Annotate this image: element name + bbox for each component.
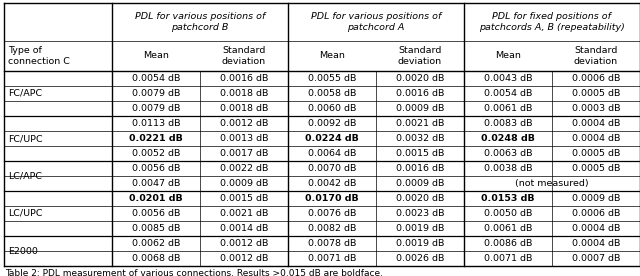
Text: 0.0009 dB: 0.0009 dB: [396, 104, 444, 113]
Text: 0.0078 dB: 0.0078 dB: [308, 239, 356, 248]
Text: 0.0004 dB: 0.0004 dB: [572, 239, 620, 248]
Text: 0.0224 dB: 0.0224 dB: [305, 134, 359, 143]
Text: 0.0071 dB: 0.0071 dB: [484, 254, 532, 263]
Text: 0.0043 dB: 0.0043 dB: [484, 74, 532, 83]
Text: 0.0076 dB: 0.0076 dB: [308, 209, 356, 218]
Text: 0.0086 dB: 0.0086 dB: [484, 239, 532, 248]
Text: 0.0068 dB: 0.0068 dB: [132, 254, 180, 263]
Text: 0.0092 dB: 0.0092 dB: [308, 119, 356, 128]
Text: FC/UPC: FC/UPC: [8, 134, 43, 143]
Text: 0.0015 dB: 0.0015 dB: [396, 149, 444, 158]
Text: 0.0050 dB: 0.0050 dB: [484, 209, 532, 218]
Text: 0.0019 dB: 0.0019 dB: [396, 239, 444, 248]
Text: 0.0012 dB: 0.0012 dB: [220, 239, 268, 248]
Text: 0.0248 dB: 0.0248 dB: [481, 134, 535, 143]
Text: 0.0071 dB: 0.0071 dB: [308, 254, 356, 263]
Text: 0.0060 dB: 0.0060 dB: [308, 104, 356, 113]
Text: 0.0153 dB: 0.0153 dB: [481, 194, 535, 203]
Text: 0.0055 dB: 0.0055 dB: [308, 74, 356, 83]
Text: Mean: Mean: [319, 52, 345, 60]
Text: 0.0006 dB: 0.0006 dB: [572, 74, 620, 83]
Text: 0.0082 dB: 0.0082 dB: [308, 224, 356, 233]
Text: 0.0016 dB: 0.0016 dB: [396, 164, 444, 173]
Text: 0.0014 dB: 0.0014 dB: [220, 224, 268, 233]
Text: 0.0062 dB: 0.0062 dB: [132, 239, 180, 248]
Text: 0.0038 dB: 0.0038 dB: [484, 164, 532, 173]
Text: 0.0009 dB: 0.0009 dB: [220, 179, 268, 188]
Text: 0.0006 dB: 0.0006 dB: [572, 209, 620, 218]
Text: 0.0020 dB: 0.0020 dB: [396, 74, 444, 83]
Text: 0.0004 dB: 0.0004 dB: [572, 134, 620, 143]
Text: 0.0005 dB: 0.0005 dB: [572, 149, 620, 158]
Text: 0.0019 dB: 0.0019 dB: [396, 224, 444, 233]
Text: 0.0007 dB: 0.0007 dB: [572, 254, 620, 263]
Text: 0.0003 dB: 0.0003 dB: [572, 104, 620, 113]
Text: 0.0009 dB: 0.0009 dB: [572, 194, 620, 203]
Text: 0.0023 dB: 0.0023 dB: [396, 209, 444, 218]
Text: 0.0052 dB: 0.0052 dB: [132, 149, 180, 158]
Text: LC/UPC: LC/UPC: [8, 209, 42, 218]
Text: 0.0012 dB: 0.0012 dB: [220, 254, 268, 263]
Text: Table 2: PDL measurement of various connections. Results >0.015 dB are boldface.: Table 2: PDL measurement of various conn…: [5, 269, 383, 276]
Text: 0.0004 dB: 0.0004 dB: [572, 224, 620, 233]
Text: 0.0079 dB: 0.0079 dB: [132, 104, 180, 113]
Text: 0.0022 dB: 0.0022 dB: [220, 164, 268, 173]
Text: 0.0063 dB: 0.0063 dB: [484, 149, 532, 158]
Text: 0.0054 dB: 0.0054 dB: [132, 74, 180, 83]
Text: 0.0113 dB: 0.0113 dB: [132, 119, 180, 128]
Text: 0.0021 dB: 0.0021 dB: [220, 209, 268, 218]
Text: 0.0047 dB: 0.0047 dB: [132, 179, 180, 188]
Text: 0.0021 dB: 0.0021 dB: [396, 119, 444, 128]
Text: 0.0201 dB: 0.0201 dB: [129, 194, 183, 203]
Text: 0.0026 dB: 0.0026 dB: [396, 254, 444, 263]
Text: 0.0042 dB: 0.0042 dB: [308, 179, 356, 188]
Text: Mean: Mean: [495, 52, 521, 60]
Text: 0.0018 dB: 0.0018 dB: [220, 104, 268, 113]
Text: Standard
deviation: Standard deviation: [398, 46, 442, 66]
Text: 0.0005 dB: 0.0005 dB: [572, 89, 620, 98]
Text: Standard
deviation: Standard deviation: [574, 46, 618, 66]
Text: PDL for fixed positions of
patchcords A, B (repeatability): PDL for fixed positions of patchcords A,…: [479, 12, 625, 32]
Text: 0.0085 dB: 0.0085 dB: [132, 224, 180, 233]
Text: 0.0013 dB: 0.0013 dB: [220, 134, 268, 143]
Text: 0.0012 dB: 0.0012 dB: [220, 119, 268, 128]
Text: 0.0018 dB: 0.0018 dB: [220, 89, 268, 98]
Text: 0.0020 dB: 0.0020 dB: [396, 194, 444, 203]
Text: 0.0056 dB: 0.0056 dB: [132, 209, 180, 218]
Text: 0.0070 dB: 0.0070 dB: [308, 164, 356, 173]
Text: 0.0032 dB: 0.0032 dB: [396, 134, 444, 143]
Text: 0.0009 dB: 0.0009 dB: [396, 179, 444, 188]
Text: 0.0079 dB: 0.0079 dB: [132, 89, 180, 98]
Text: 0.0004 dB: 0.0004 dB: [572, 119, 620, 128]
Text: 0.0061 dB: 0.0061 dB: [484, 224, 532, 233]
Text: 0.0064 dB: 0.0064 dB: [308, 149, 356, 158]
Text: 0.0061 dB: 0.0061 dB: [484, 104, 532, 113]
Text: 0.0017 dB: 0.0017 dB: [220, 149, 268, 158]
Text: Type of
connection C: Type of connection C: [8, 46, 70, 66]
Text: 0.0058 dB: 0.0058 dB: [308, 89, 356, 98]
Text: LC/APC: LC/APC: [8, 171, 42, 181]
Text: Mean: Mean: [143, 52, 169, 60]
Text: 0.0056 dB: 0.0056 dB: [132, 164, 180, 173]
Text: Standard
deviation: Standard deviation: [222, 46, 266, 66]
Text: 0.0016 dB: 0.0016 dB: [396, 89, 444, 98]
Text: 0.0016 dB: 0.0016 dB: [220, 74, 268, 83]
Text: 0.0015 dB: 0.0015 dB: [220, 194, 268, 203]
Text: 0.0005 dB: 0.0005 dB: [572, 164, 620, 173]
Text: 0.0221 dB: 0.0221 dB: [129, 134, 183, 143]
Text: E2000: E2000: [8, 246, 38, 256]
Text: 0.0170 dB: 0.0170 dB: [305, 194, 359, 203]
Text: PDL for various positions of
patchcord A: PDL for various positions of patchcord A: [311, 12, 441, 32]
Text: (not measured): (not measured): [515, 179, 589, 188]
Text: 0.0054 dB: 0.0054 dB: [484, 89, 532, 98]
Text: FC/APC: FC/APC: [8, 89, 42, 98]
Text: PDL for various positions of
patchcord B: PDL for various positions of patchcord B: [135, 12, 265, 32]
Text: 0.0083 dB: 0.0083 dB: [484, 119, 532, 128]
